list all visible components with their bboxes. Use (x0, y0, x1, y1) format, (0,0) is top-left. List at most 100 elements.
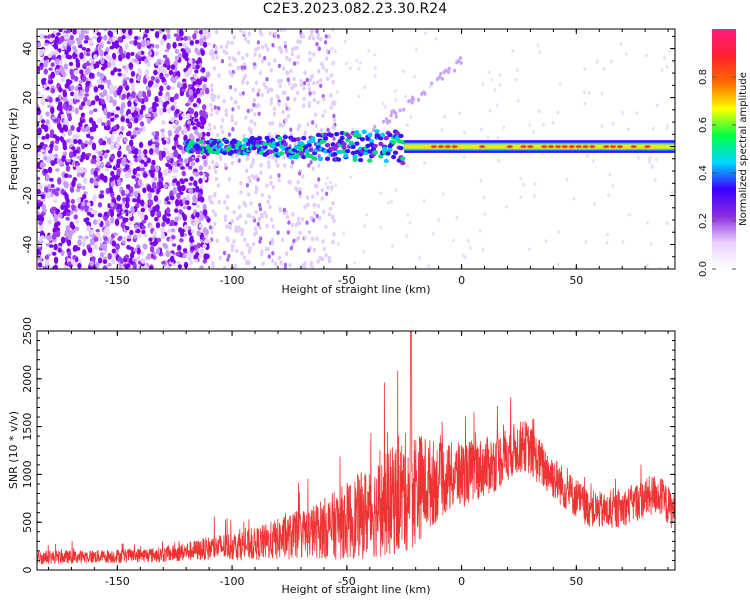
noise-speckle (128, 212, 133, 218)
noise-speckle (100, 66, 106, 71)
signal-blob (312, 156, 318, 161)
noise-speckle (232, 210, 236, 215)
noise-speckle (309, 260, 314, 266)
noise-speckle (55, 68, 60, 76)
signal-core (520, 145, 527, 148)
heatmap-x-label: Height of straight line (km) (281, 283, 430, 296)
noise-speckle (130, 207, 135, 215)
noise-speckle (414, 47, 418, 52)
y-tick-label: 500 (21, 512, 34, 533)
noise-speckle (357, 67, 361, 71)
noise-speckle (130, 87, 135, 92)
noise-speckle (68, 61, 74, 67)
noise-speckle (328, 206, 332, 212)
noise-speckle (224, 44, 228, 49)
noise-speckle (133, 98, 139, 102)
noise-speckle (198, 30, 204, 35)
noise-speckle (117, 182, 122, 186)
noise-speckle (144, 29, 150, 34)
noise-speckle (405, 234, 409, 238)
noise-speckle (665, 64, 669, 69)
noise-speckle (172, 41, 177, 49)
noise-speckle (40, 123, 46, 130)
noise-speckle (127, 235, 132, 240)
noise-speckle (84, 35, 90, 41)
noise-speckle (268, 132, 272, 137)
noise-speckle (58, 29, 63, 33)
noise-speckle (99, 92, 104, 97)
noise-speckle (193, 180, 198, 187)
noise-speckle (219, 44, 223, 50)
noise-speckle (127, 113, 133, 119)
noise-speckle (252, 102, 256, 108)
noise-speckle (224, 112, 228, 118)
noise-speckle (124, 43, 129, 50)
noise-speckle (123, 136, 128, 143)
noise-speckle (98, 138, 103, 144)
noise-speckle (39, 62, 44, 67)
noise-speckle (111, 253, 116, 259)
noise-speckle (434, 36, 438, 41)
noise-speckle (193, 29, 199, 35)
noise-speckle (417, 97, 421, 102)
noise-speckle (72, 255, 77, 260)
noise-speckle (147, 50, 153, 56)
noise-speckle (73, 138, 78, 145)
noise-speckle (45, 242, 51, 247)
noise-speckle (208, 194, 212, 200)
noise-speckle (53, 264, 58, 269)
noise-speckle (55, 97, 60, 102)
noise-speckle (66, 211, 71, 217)
noise-speckle (406, 213, 410, 217)
noise-speckle (142, 77, 148, 85)
signal-blob (310, 136, 316, 142)
noise-speckle (163, 244, 168, 249)
noise-speckle (301, 174, 305, 179)
noise-speckle (146, 89, 152, 98)
signal-blob (295, 137, 301, 142)
signal-core (431, 145, 437, 148)
noise-speckle (287, 106, 291, 112)
noise-speckle (89, 110, 94, 115)
noise-speckle (117, 36, 123, 43)
noise-speckle (229, 96, 233, 101)
noise-speckle (635, 111, 639, 115)
noise-speckle (278, 123, 282, 128)
noise-speckle (45, 111, 50, 117)
noise-speckle (437, 217, 441, 222)
signal-blob (354, 141, 360, 146)
noise-speckle (221, 118, 225, 123)
signal-blob (255, 143, 261, 148)
noise-speckle (305, 77, 309, 83)
noise-speckle (130, 58, 135, 64)
noise-speckle (243, 65, 247, 70)
noise-speckle (127, 34, 132, 40)
noise-speckle (249, 164, 253, 169)
noise-speckle (113, 67, 118, 73)
noise-speckle (466, 239, 470, 243)
noise-speckle (185, 194, 190, 202)
noise-speckle (39, 142, 45, 147)
noise-speckle (483, 212, 487, 216)
noise-speckle (54, 153, 59, 159)
noise-speckle (61, 202, 67, 206)
noise-speckle (155, 222, 161, 229)
noise-speckle (123, 236, 128, 241)
noise-speckle (383, 163, 387, 168)
noise-speckle (62, 40, 68, 47)
noise-speckle (242, 255, 246, 260)
noise-speckle (151, 182, 157, 190)
noise-speckle (181, 49, 187, 54)
noise-speckle (230, 219, 234, 224)
signal-core (541, 145, 548, 148)
noise-speckle (240, 65, 244, 70)
noise-speckle (332, 218, 336, 224)
signal-blob (207, 146, 213, 151)
noise-speckle (140, 199, 145, 207)
signal-blob (385, 151, 391, 156)
noise-speckle (272, 106, 277, 111)
noise-speckle (334, 49, 337, 53)
noise-speckle (198, 254, 203, 259)
noise-speckle (317, 69, 321, 74)
noise-speckle (308, 50, 312, 56)
